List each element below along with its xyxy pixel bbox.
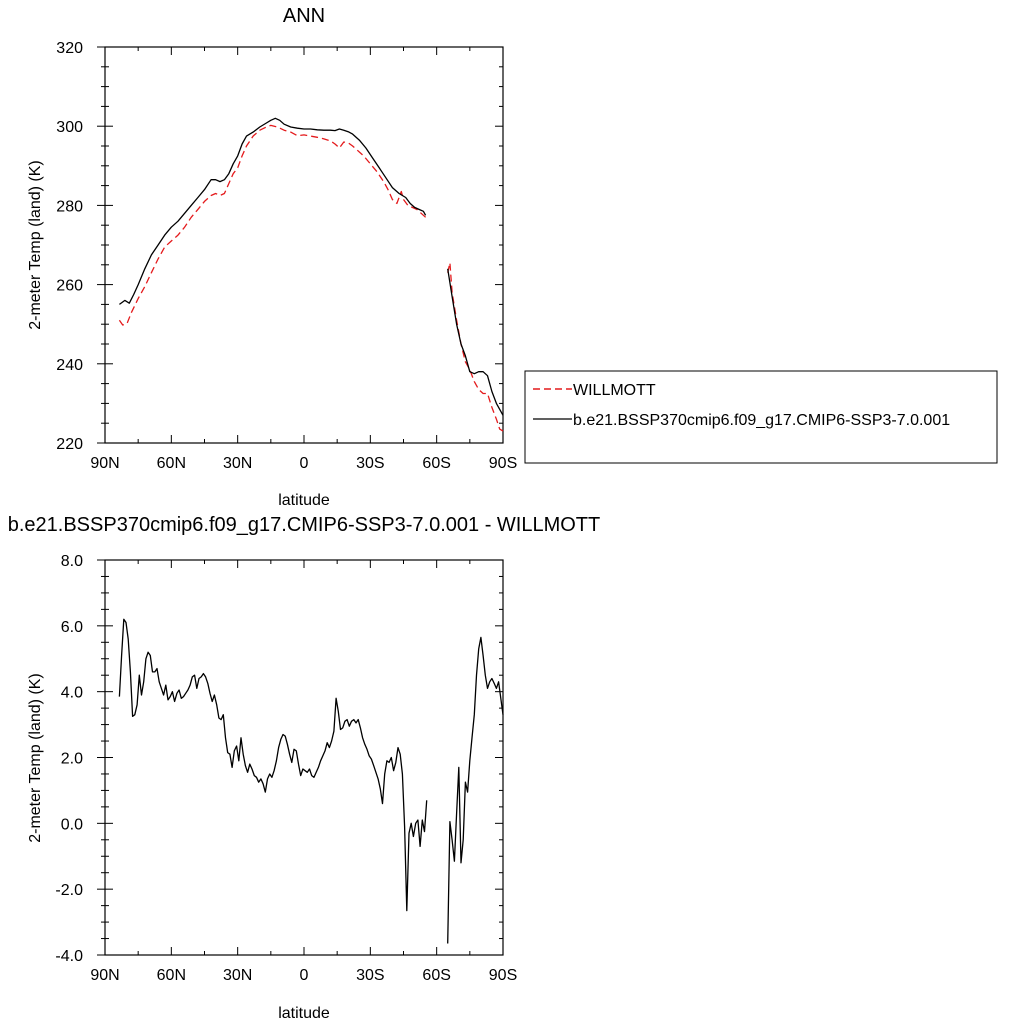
legend-label-model: b.e21.BSSP370cmip6.f09_g17.CMIP6-SSP3-7.… <box>573 412 950 429</box>
x-tick-label: 30S <box>356 455 384 472</box>
y-tick-label: 280 <box>56 198 83 215</box>
x-tick-label: 90N <box>90 967 119 984</box>
y-tick-label: -4.0 <box>55 948 83 965</box>
difference-chart: b.e21.BSSP370cmip6.f09_g17.CMIP6-SSP3-7.… <box>8 514 601 1022</box>
y-axis-label: 2-meter Temp (land) (K) <box>27 673 44 843</box>
x-tick-label: 0 <box>300 967 309 984</box>
y-tick-label: 0.0 <box>61 816 83 833</box>
x-tick-label: 30N <box>223 967 252 984</box>
plot-area <box>104 559 504 956</box>
data-lines <box>118 618 504 944</box>
y-tick-label: 2.0 <box>61 751 83 768</box>
legend: WILLMOTT b.e21.BSSP370cmip6.f09_g17.CMIP… <box>524 370 998 464</box>
x-tick-label: 30S <box>356 967 384 984</box>
series-line-difference-segment-1 <box>118 618 428 912</box>
y-tick-label: 220 <box>56 436 83 453</box>
y-tick-label: 320 <box>56 40 83 57</box>
chart-title: ANN <box>283 5 325 27</box>
x-axis: 90N 60N 30N 0 30S 60S 90S <box>90 47 517 472</box>
y-tick-label: 6.0 <box>61 619 83 636</box>
x-tick-label: 60S <box>422 967 450 984</box>
x-tick-label: 60S <box>422 455 450 472</box>
legend-label-willmott: WILLMOTT <box>573 382 656 399</box>
series-line-difference-segment-2 <box>447 636 504 944</box>
y-tick-label: 260 <box>56 278 83 295</box>
x-tick-label: 60N <box>157 967 186 984</box>
y-tick-label: 4.0 <box>61 685 83 702</box>
y-tick-label: 8.0 <box>61 553 83 570</box>
x-tick-label: 0 <box>300 455 309 472</box>
legend-box <box>524 370 998 464</box>
plot-frame <box>104 46 504 444</box>
x-axis-label: latitude <box>278 492 330 509</box>
chart-title: b.e21.BSSP370cmip6.f09_g17.CMIP6-SSP3-7.… <box>8 514 601 536</box>
y-axis-label: 2-meter Temp (land) (K) <box>27 160 44 330</box>
series-line-willmott-segment-2 <box>447 262 504 432</box>
y-axis: 220 240 260 280 300 320 <box>56 40 503 453</box>
plot-frame <box>104 559 504 956</box>
x-tick-label: 90S <box>489 967 517 984</box>
data-lines <box>118 117 504 432</box>
y-tick-label: -2.0 <box>55 882 83 899</box>
x-tick-label: 90S <box>489 455 517 472</box>
series-line-willmott-segment-1 <box>118 124 427 326</box>
plot-area <box>104 46 504 444</box>
y-tick-label: 240 <box>56 357 83 374</box>
series-line-model-segment-1 <box>119 117 427 305</box>
x-tick-label: 30N <box>223 455 252 472</box>
series-line-model-segment-2 <box>447 268 504 416</box>
annual-climatology-chart: ANN 90N 60N 30N 0 30S 60S 90S 220 240 260 280 300 3… <box>27 5 998 509</box>
x-tick-label: 60N <box>157 455 186 472</box>
x-axis-label: latitude <box>278 1005 330 1022</box>
x-tick-label: 90N <box>90 455 119 472</box>
y-tick-label: 300 <box>56 119 83 136</box>
y-axis: -4.0 -2.0 0.0 2.0 4.0 6.0 8.0 <box>55 553 503 965</box>
x-axis: 90N 60N 30N 0 30S 60S 90S <box>90 560 517 984</box>
